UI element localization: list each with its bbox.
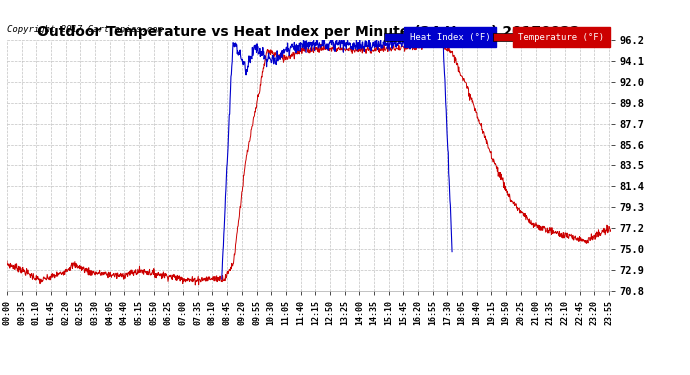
Text: Copyright 2017 Cartronics.com: Copyright 2017 Cartronics.com: [7, 25, 163, 34]
Legend: Heat Index (°F), Temperature (°F): Heat Index (°F), Temperature (°F): [383, 31, 606, 44]
Title: Outdoor Temperature vs Heat Index per Minute (24 Hours) 20170922: Outdoor Temperature vs Heat Index per Mi…: [37, 25, 580, 39]
